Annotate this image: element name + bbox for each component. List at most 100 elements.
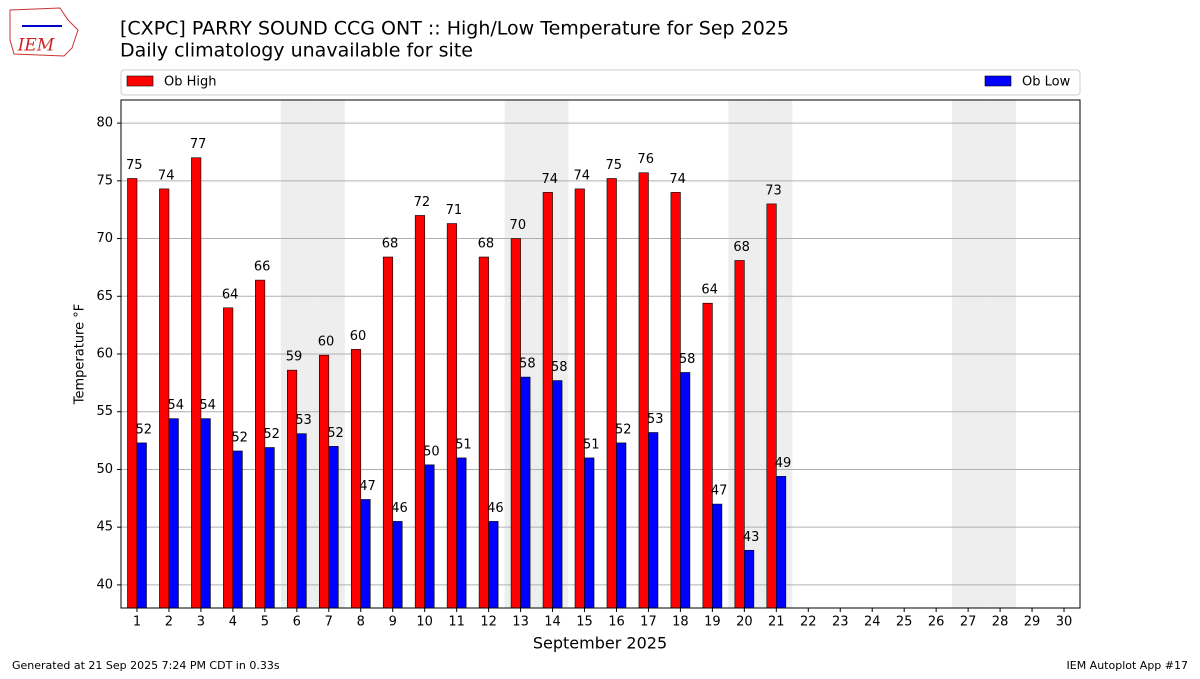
x-tick-label: 12 [480, 615, 497, 630]
x-tick-label: 3 [197, 615, 205, 630]
bar [456, 457, 467, 609]
bar [392, 521, 403, 609]
value-label: 52 [231, 430, 248, 445]
value-label: 76 [637, 152, 654, 167]
plot-frame [120, 99, 1081, 609]
bar [606, 178, 617, 609]
value-label: 46 [391, 501, 408, 516]
x-tick-label: 21 [768, 615, 785, 630]
logo-text: IEM [17, 36, 55, 56]
value-label: 74 [158, 168, 175, 183]
x-tick-label: 2 [165, 615, 173, 630]
legend-label: Ob High [164, 75, 217, 90]
x-tick-label: 28 [992, 615, 1009, 630]
bar [670, 192, 681, 609]
value-label: 58 [679, 352, 696, 367]
y-axis-label: Temperature °F [73, 304, 88, 405]
y-tick-label: 50 [96, 462, 113, 477]
value-label: 64 [701, 283, 718, 298]
value-label: 68 [733, 240, 750, 255]
bar [255, 279, 266, 609]
y-tick-label: 55 [96, 404, 113, 419]
value-label: 60 [318, 335, 335, 350]
x-tick-label: 17 [640, 615, 657, 630]
bar [542, 192, 553, 609]
bar [318, 354, 330, 609]
legend-box [120, 69, 1081, 96]
x-axis-label: September 2025 [533, 634, 667, 653]
bar [766, 203, 777, 609]
value-label: 52 [615, 422, 632, 437]
bar [510, 238, 521, 609]
x-tick-label: 18 [672, 615, 689, 630]
footer-right: IEM Autoplot App #17 [1067, 659, 1189, 672]
x-tick-label: 1 [133, 615, 141, 630]
value-label: 73 [765, 183, 782, 198]
x-tick-label: 16 [608, 615, 625, 630]
legend-swatch [126, 75, 154, 87]
legend-label: Ob Low [1022, 75, 1071, 90]
bar [168, 418, 179, 609]
value-label: 52 [135, 422, 152, 437]
bar [136, 442, 147, 609]
bar [328, 446, 339, 609]
bar [520, 376, 531, 609]
bar [574, 188, 585, 609]
value-label: 51 [583, 437, 600, 452]
value-label: 77 [190, 137, 207, 152]
x-tick-label: 7 [325, 615, 333, 630]
bar [648, 432, 659, 609]
value-label: 70 [510, 218, 527, 233]
chart-subtitle: Daily climatology unavailable for site [120, 40, 473, 62]
bar [287, 369, 298, 609]
bar [264, 447, 275, 609]
footer-left: Generated at 21 Sep 2025 7:24 PM CDT in … [12, 659, 280, 672]
bar [680, 372, 691, 609]
value-label: 54 [167, 398, 184, 413]
value-label: 43 [743, 530, 760, 545]
x-tick-label: 4 [229, 615, 237, 630]
bar [638, 172, 649, 609]
bar [616, 442, 627, 609]
y-tick-label: 80 [96, 116, 113, 131]
bar [446, 223, 457, 609]
value-label: 58 [519, 357, 536, 372]
bar [552, 380, 563, 609]
value-label: 53 [295, 413, 312, 428]
bar [424, 464, 435, 609]
bar [702, 302, 713, 609]
logo: IEM [9, 7, 79, 57]
value-label: 74 [669, 172, 686, 187]
value-label: 59 [286, 350, 303, 365]
value-label: 74 [573, 168, 590, 183]
y-tick-label: 60 [96, 347, 113, 362]
bar [223, 307, 234, 609]
value-label: 75 [605, 158, 622, 173]
value-label: 47 [359, 479, 376, 494]
value-label: 52 [263, 427, 280, 442]
bar [478, 256, 489, 609]
y-tick-label: 65 [96, 289, 113, 304]
bar [127, 178, 138, 609]
y-tick-label: 75 [96, 173, 113, 188]
x-tick-label: 27 [960, 615, 977, 630]
value-label: 64 [222, 287, 239, 302]
x-tick-label: 26 [928, 615, 945, 630]
value-label: 68 [478, 237, 495, 252]
x-tick-label: 5 [261, 615, 269, 630]
x-tick-label: 25 [896, 615, 913, 630]
bar [382, 256, 394, 609]
x-tick-label: 24 [864, 615, 881, 630]
bar [360, 499, 371, 609]
chart-title: [CXPC] PARRY SOUND CCG ONT :: High/Low T… [120, 18, 789, 40]
x-tick-label: 10 [416, 615, 433, 630]
value-label: 46 [487, 501, 504, 516]
bar [232, 450, 243, 609]
x-tick-label: 23 [832, 615, 849, 630]
bar [296, 433, 307, 609]
value-label: 66 [254, 260, 271, 275]
value-label: 47 [711, 484, 728, 499]
x-tick-label: 14 [544, 615, 561, 630]
x-tick-label: 8 [357, 615, 365, 630]
value-label: 74 [542, 172, 559, 187]
